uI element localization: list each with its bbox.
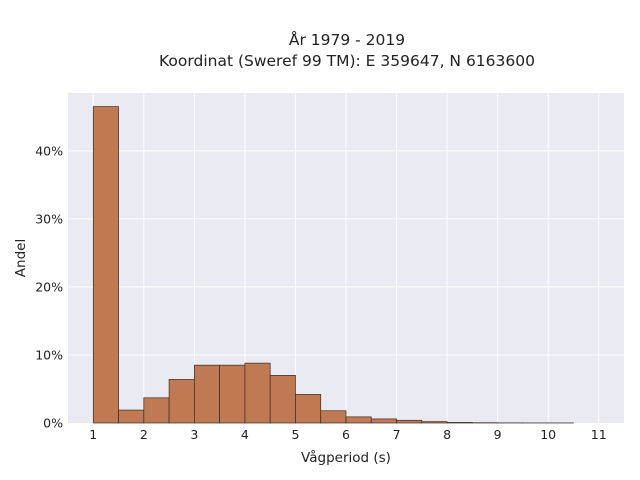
chart-title-line-2: Koordinat (Sweref 99 TM): E 359647, N 61… [159, 52, 535, 70]
x-tick-label-9: 9 [494, 427, 502, 442]
x-axis-label: Vågperiod (s) [301, 449, 391, 466]
bar-4.5 [269, 375, 296, 424]
bar-5.5 [320, 410, 347, 424]
bar-3 [194, 364, 220, 424]
x-tick-label-7: 7 [393, 427, 401, 442]
bars [92, 106, 574, 424]
bar-2 [143, 397, 170, 424]
y-tick-label-0: 0% [43, 416, 63, 431]
bar-4 [244, 362, 271, 424]
bar-3.5 [219, 364, 246, 424]
chart-title-line-1: År 1979 - 2019 [289, 30, 405, 49]
bar-6 [345, 416, 372, 424]
y-tick-label-40: 40% [35, 143, 63, 158]
y-tick-label-30: 30% [35, 211, 63, 226]
grid-lines [68, 93, 624, 423]
bar-1.5 [118, 409, 145, 424]
bar-1 [92, 106, 119, 424]
y-tick-label-10: 10% [35, 347, 63, 362]
x-tick-label-10: 10 [540, 427, 556, 442]
y-tick-labels: 0% 10% 20% 30% 40% [35, 143, 63, 430]
y-axis-label: Andel [13, 239, 29, 277]
x-tick-label-3: 3 [190, 427, 198, 442]
x-tick-label-5: 5 [291, 427, 299, 442]
bar-8 [446, 422, 473, 424]
y-tick-label-20: 20% [35, 279, 63, 294]
x-tick-label-2: 2 [140, 427, 148, 442]
bar-6.5 [370, 418, 397, 424]
x-tick-label-6: 6 [342, 427, 350, 442]
bar-5 [295, 394, 322, 424]
x-tick-labels: 1 2 3 4 5 6 7 8 9 10 11 [89, 427, 606, 442]
bar-2.5 [168, 379, 195, 424]
bar-7.5 [421, 421, 448, 424]
x-tick-label-1: 1 [89, 427, 97, 442]
bar-7 [396, 419, 423, 424]
x-tick-label-11: 11 [591, 427, 607, 442]
x-tick-label-8: 8 [443, 427, 451, 442]
x-tick-label-4: 4 [241, 427, 249, 442]
